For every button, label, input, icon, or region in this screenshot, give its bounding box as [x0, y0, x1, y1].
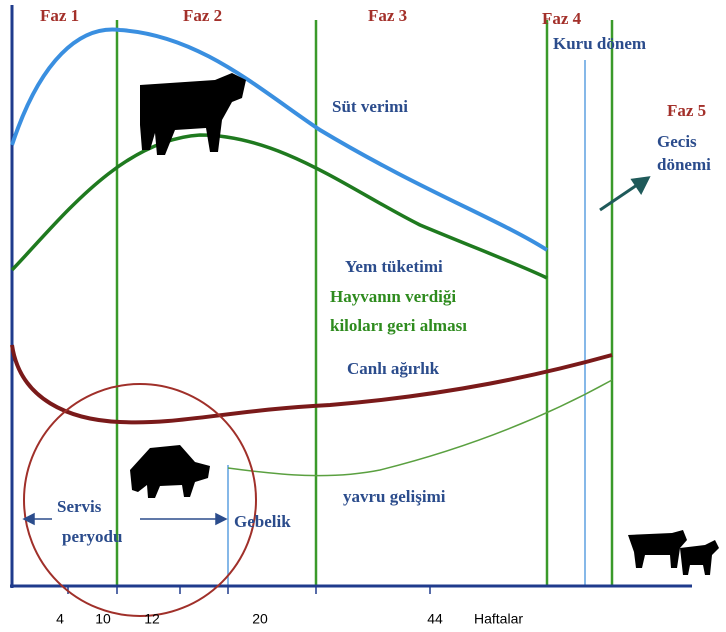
- pregnancy-label: Gebelik: [234, 512, 291, 531]
- service-arrow: [24, 514, 226, 524]
- curve-label: Yem tüketimi: [345, 257, 443, 276]
- x-axis-title: Haftalar: [474, 611, 523, 627]
- lactation-diagram: Faz 1 Faz 2 Faz 3 Faz 4 Faz 5 Kuru dönem…: [0, 0, 726, 632]
- phase-label: Faz 1: [40, 6, 79, 25]
- service-label: peryodu: [62, 527, 122, 546]
- curve-label: Canlı ağırlık: [347, 359, 440, 378]
- service-label: Servis: [57, 497, 102, 516]
- dry-period-label: Kuru dönem: [553, 34, 646, 53]
- transition-label: dönemi: [657, 155, 711, 174]
- transition-arrow: [600, 178, 648, 210]
- x-label: 4: [56, 611, 64, 627]
- x-label: 20: [252, 611, 268, 627]
- milk-curve: [12, 30, 547, 250]
- phase-label: Faz 2: [183, 6, 222, 25]
- curve-label: kiloları geri alması: [330, 316, 467, 335]
- curve-label: yavru gelişimi: [343, 487, 446, 506]
- curve-label: Süt verimi: [332, 97, 408, 116]
- x-label: 10: [95, 611, 111, 627]
- x-label: 44: [427, 611, 443, 627]
- phase-label: Faz 3: [368, 6, 407, 25]
- weight-curve: [12, 345, 612, 422]
- phase-label: Faz 4: [542, 9, 582, 28]
- phase-label: Faz 5: [667, 101, 706, 120]
- transition-label: Gecis: [657, 132, 697, 151]
- curve-label: Hayvanın verdiği: [330, 287, 456, 306]
- x-label: 12: [144, 611, 160, 627]
